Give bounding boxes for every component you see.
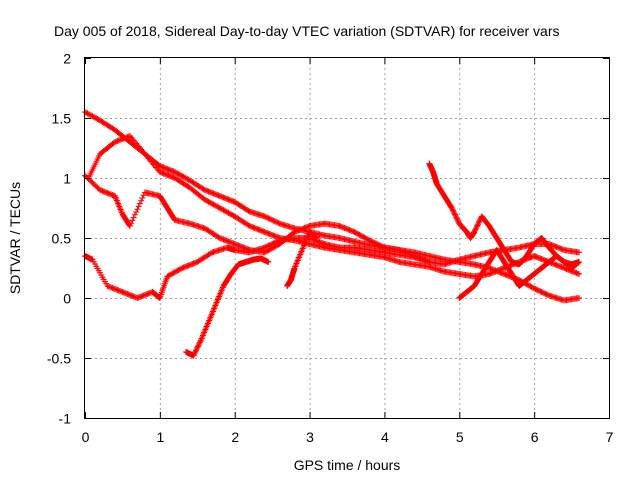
axis-ticks (85, 58, 610, 419)
series-track-1 (82, 109, 583, 304)
data-point (193, 347, 200, 354)
series-track-5 (183, 255, 272, 359)
data-point (453, 215, 460, 222)
y-tick-label: -0.5 (47, 351, 71, 367)
x-tick-labels: 0 1 2 3 4 5 6 7 (82, 429, 614, 445)
data-point (451, 210, 458, 217)
data-point (265, 259, 272, 265)
series-track-7 (426, 160, 583, 271)
data-point (314, 235, 321, 241)
y-tick-label: 0.5 (52, 231, 72, 247)
data-point (191, 350, 198, 356)
data-points (82, 109, 583, 359)
data-point (576, 271, 583, 277)
series-track-4 (82, 172, 433, 265)
plot-frame (84, 57, 610, 419)
data-point (426, 259, 433, 265)
data-point (136, 200, 143, 207)
y-tick-label: 1.5 (52, 111, 72, 127)
y-tick-label: 2 (63, 51, 71, 67)
data-point (476, 218, 483, 225)
y-axis-title: SDTVAR / TECUs (7, 182, 23, 294)
data-point (128, 220, 135, 227)
data-point (576, 259, 583, 265)
data-point (135, 203, 142, 210)
y-tick-label: -1 (59, 411, 72, 427)
data-point (193, 346, 200, 353)
data-point (194, 344, 201, 351)
data-point (576, 295, 583, 301)
data-point (450, 207, 457, 214)
data-point (473, 225, 480, 232)
data-point (472, 226, 479, 233)
x-tick-label: 3 (306, 429, 314, 445)
data-point (449, 206, 456, 213)
data-point (129, 217, 136, 224)
y-tick-label: 1 (63, 171, 71, 187)
data-point (133, 209, 140, 215)
data-point (197, 338, 204, 345)
data-point (453, 214, 460, 221)
data-point (192, 348, 199, 355)
data-point (191, 351, 198, 358)
chart-title: Day 005 of 2018, Sidereal Day-to-day VTE… (54, 23, 560, 39)
data-point (471, 229, 478, 235)
series-track-8 (456, 247, 583, 301)
data-point (130, 214, 137, 221)
data-point (126, 223, 133, 229)
data-point (138, 197, 145, 204)
data-point (455, 218, 462, 224)
data-point (452, 212, 459, 219)
data-point (131, 211, 138, 218)
data-point (134, 206, 141, 213)
data-point (475, 219, 482, 226)
grid (85, 58, 609, 418)
data-point (195, 342, 202, 349)
y-tick-labels: -1 -0.5 0 0.5 1 1.5 2 (47, 51, 71, 427)
data-point (471, 227, 478, 234)
data-point (190, 352, 197, 359)
data-point (473, 223, 480, 230)
data-point (194, 343, 201, 350)
x-tick-label: 6 (531, 429, 539, 445)
x-tick-label: 0 (82, 429, 90, 445)
series-track-6 (284, 229, 321, 289)
data-point (196, 339, 203, 346)
data-point (451, 211, 458, 218)
data-point (450, 208, 457, 215)
x-tick-label: 4 (381, 429, 389, 445)
data-point (448, 205, 455, 211)
x-tick-label: 2 (231, 429, 239, 445)
x-tick-label: 5 (456, 429, 464, 445)
x-tick-label: 7 (606, 429, 614, 445)
data-point (475, 221, 481, 228)
y-tick-label: 0 (63, 291, 71, 307)
x-axis-title: GPS time / hours (294, 457, 401, 473)
data-point (576, 249, 583, 256)
x-tick-label: 1 (156, 429, 164, 445)
data-point (474, 222, 481, 229)
data-point (454, 216, 461, 223)
data-point (196, 340, 203, 347)
data-point (139, 195, 146, 201)
